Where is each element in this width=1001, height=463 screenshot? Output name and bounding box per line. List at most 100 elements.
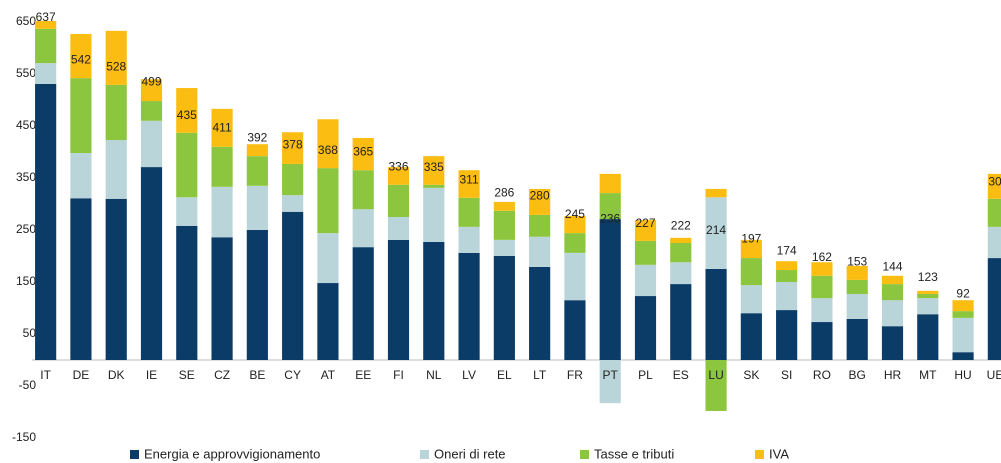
legend-label: Oneri di rete — [434, 446, 506, 461]
bar-segment — [317, 283, 339, 360]
bar-segment — [776, 270, 798, 282]
bar-segment — [987, 258, 1001, 360]
data-label: 144 — [882, 259, 902, 273]
legend-label: Energia e approvvigionamento — [144, 446, 320, 461]
bar-segment — [317, 119, 339, 169]
bar-segment — [634, 264, 657, 297]
bar-segment — [423, 241, 445, 360]
bar-segment — [140, 167, 163, 360]
data-label: 197 — [741, 232, 761, 246]
bar-segment — [211, 108, 233, 147]
bar-segment — [705, 188, 727, 198]
y-tick-label: 150 — [16, 274, 36, 288]
bar-segment — [140, 120, 163, 168]
x-tick-label: CZ — [214, 368, 230, 382]
data-label: 435 — [177, 108, 197, 122]
bar-segment — [317, 168, 339, 234]
bar-segment — [352, 137, 374, 171]
bar-segment — [881, 300, 904, 327]
data-label: 336 — [388, 159, 408, 173]
bar-segment — [70, 33, 92, 79]
bar-segment — [35, 63, 57, 84]
bar-segment — [458, 252, 480, 360]
data-label: 499 — [141, 75, 161, 89]
bar-segment — [282, 211, 304, 360]
bar-segment — [670, 284, 692, 360]
bar-segment — [493, 210, 515, 240]
legend-swatch — [580, 450, 589, 459]
data-label: 378 — [283, 138, 303, 152]
bar-segment — [670, 243, 692, 263]
bar-segment — [140, 79, 163, 102]
bar-segment — [529, 236, 551, 267]
bar-segment — [564, 233, 586, 253]
data-label: 174 — [777, 244, 797, 258]
data-label: 335 — [424, 160, 444, 174]
bar-segment — [105, 198, 127, 360]
bar-segment — [776, 310, 798, 360]
x-tick-label: EL — [497, 368, 512, 382]
data-label: 92 — [956, 286, 970, 300]
bar-segment — [246, 230, 268, 360]
bar-segment — [987, 198, 1001, 227]
legend-swatch — [755, 450, 764, 459]
data-label: 368 — [318, 143, 338, 157]
x-tick-label: DE — [73, 368, 90, 382]
data-label: 528 — [106, 60, 126, 74]
x-tick-label: LT — [533, 368, 547, 382]
bar-segment — [35, 83, 57, 360]
data-label: 227 — [635, 216, 655, 230]
bar-segment — [105, 140, 127, 199]
bar-segment — [176, 88, 198, 133]
bar-segment — [564, 300, 586, 360]
x-tick-label: SK — [743, 368, 759, 382]
bar-segment — [35, 28, 57, 64]
data-label: 245 — [565, 207, 585, 221]
bar-segment — [740, 239, 762, 259]
bar-segment — [387, 239, 410, 360]
bar-segment — [634, 220, 657, 241]
bar-segment — [282, 163, 304, 196]
bar-segment — [458, 226, 480, 253]
data-label: 542 — [71, 52, 91, 66]
bar-segment — [811, 298, 833, 323]
y-tick-label: 550 — [16, 66, 36, 80]
bar-segment — [670, 262, 692, 285]
bar-segment — [317, 233, 339, 284]
data-label: 236 — [600, 211, 620, 225]
bar-segment — [846, 293, 868, 319]
x-tick-label: SI — [781, 368, 792, 382]
bar-segment — [740, 258, 762, 286]
bar-segment — [599, 193, 621, 220]
y-tick-label: 250 — [16, 222, 36, 236]
data-label: 153 — [847, 255, 867, 269]
y-tick-label: 50 — [23, 326, 37, 340]
bar-segment — [423, 184, 445, 188]
bar-segment — [70, 198, 92, 360]
bar-segment — [564, 215, 586, 234]
bar-segment — [917, 290, 939, 294]
x-tick-label: SE — [179, 368, 195, 382]
data-label: 637 — [36, 10, 56, 24]
legend-swatch — [130, 450, 139, 459]
bar-segment — [529, 188, 551, 215]
bar-segment — [881, 275, 904, 285]
bar-segment — [246, 144, 268, 157]
bar-segment — [811, 275, 833, 299]
bar-segment — [352, 209, 374, 248]
bar-segment — [952, 352, 974, 360]
data-label: 123 — [918, 270, 938, 284]
bar-segment — [670, 237, 692, 243]
bar-segment — [282, 132, 304, 164]
bar-segment — [458, 197, 480, 227]
data-label: 286 — [494, 185, 514, 199]
x-tick-label: LU — [708, 368, 723, 382]
bar-segment — [811, 322, 833, 360]
x-tick-label: RO — [813, 368, 831, 382]
data-label: 162 — [812, 250, 832, 264]
data-label: 311 — [460, 172, 479, 186]
bar-segment — [811, 262, 833, 276]
bar-segment — [211, 237, 233, 360]
y-tick-label: -50 — [19, 378, 37, 392]
bar-segment — [529, 266, 551, 360]
